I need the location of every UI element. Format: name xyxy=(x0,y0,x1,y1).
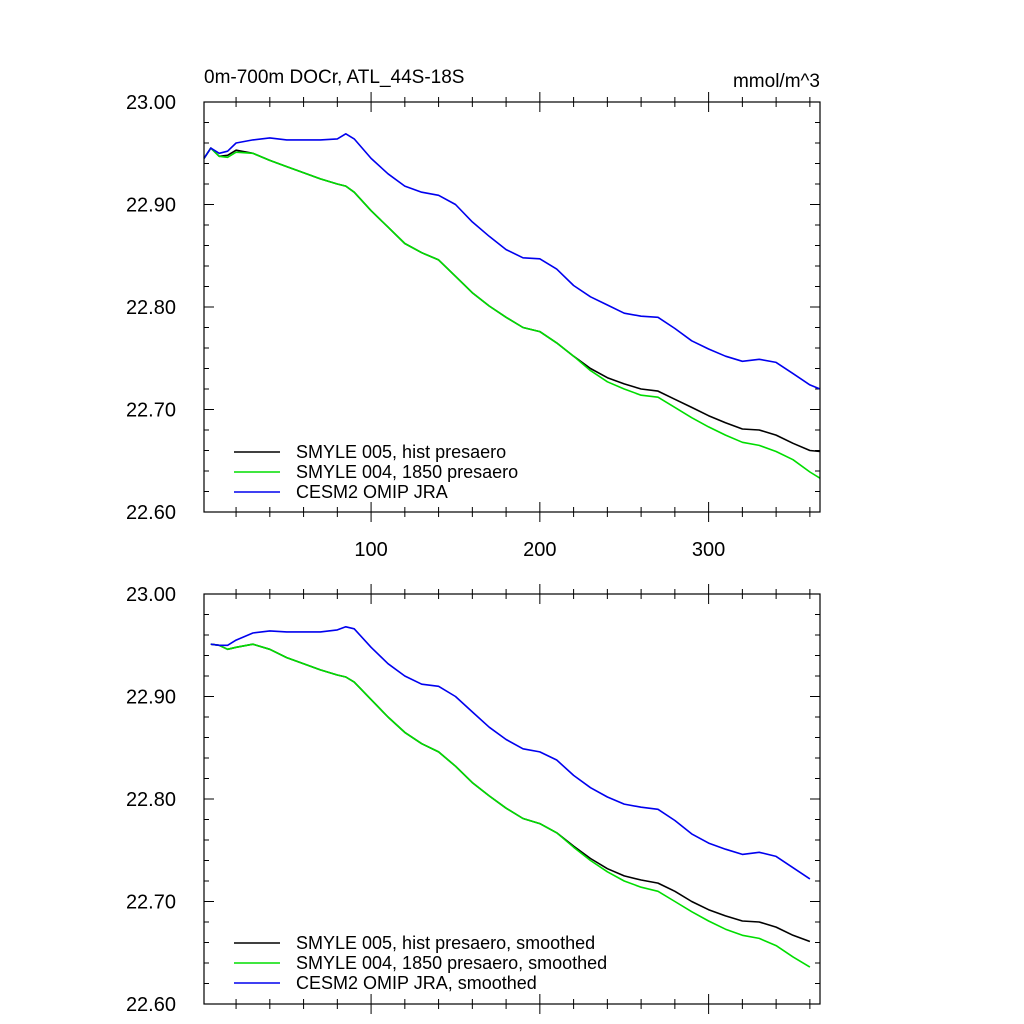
plot-frame xyxy=(203,101,821,513)
y-tick-label: 22.80 xyxy=(126,297,176,319)
y-axis-tick-labels: 22.60 22.70 22.80 22.90 23.00 xyxy=(126,92,176,524)
legend-label: SMYLE 005, hist presaero xyxy=(296,442,506,462)
legend-label: SMYLE 005, hist presaero, smoothed xyxy=(296,933,595,953)
y-tick-label: 22.70 xyxy=(126,400,176,422)
plot-frame xyxy=(203,593,821,1005)
legend-label: CESM2 OMIP JRA, smoothed xyxy=(296,973,537,993)
y-tick-label: 22.70 xyxy=(126,892,176,914)
units-label: mmol/m^3 xyxy=(733,71,820,92)
y-axis-tick-labels: 22.60 22.70 22.80 22.90 23.00 xyxy=(126,584,176,1016)
series-line-1 xyxy=(203,147,821,453)
x-tick-label: 300 xyxy=(692,539,725,561)
series-line-3 xyxy=(203,133,821,390)
y-tick-label: 22.60 xyxy=(126,502,176,524)
x-tick-label: 100 xyxy=(354,539,387,561)
chart-title: 0m-700m DOCr, ATL_44S-18S xyxy=(204,67,464,88)
y-tick-label: 22.60 xyxy=(126,994,176,1016)
x-axis-tick-labels: 100 200 300 xyxy=(354,539,725,561)
y-tick-label: 22.80 xyxy=(126,789,176,811)
series-line-3 xyxy=(210,625,811,880)
y-tick-label: 23.00 xyxy=(126,584,176,606)
series-line-1 xyxy=(210,643,811,943)
legend-label: SMYLE 004, 1850 presaero, smoothed xyxy=(296,953,607,973)
y-tick-label: 23.00 xyxy=(126,92,176,114)
top-panel: 0m-700m DOCr, ATL_44S-18S mmol/m^3 22.60… xyxy=(126,67,821,561)
legend-label: SMYLE 004, 1850 presaero xyxy=(296,462,518,482)
legend: SMYLE 005, hist presaero, smoothedSMYLE … xyxy=(234,933,607,993)
y-tick-label: 22.90 xyxy=(126,195,176,217)
series-line-2 xyxy=(203,147,821,479)
legend-label: CESM2 OMIP JRA xyxy=(296,482,448,502)
series-line-2 xyxy=(210,643,811,968)
series-lines xyxy=(203,133,821,479)
bottom-panel: 22.60 22.70 22.80 22.90 23.00 SMYLE 005, his… xyxy=(126,584,821,1016)
x-tick-label: 200 xyxy=(523,539,556,561)
y-tick-label: 22.90 xyxy=(126,687,176,709)
series-lines xyxy=(210,625,811,968)
